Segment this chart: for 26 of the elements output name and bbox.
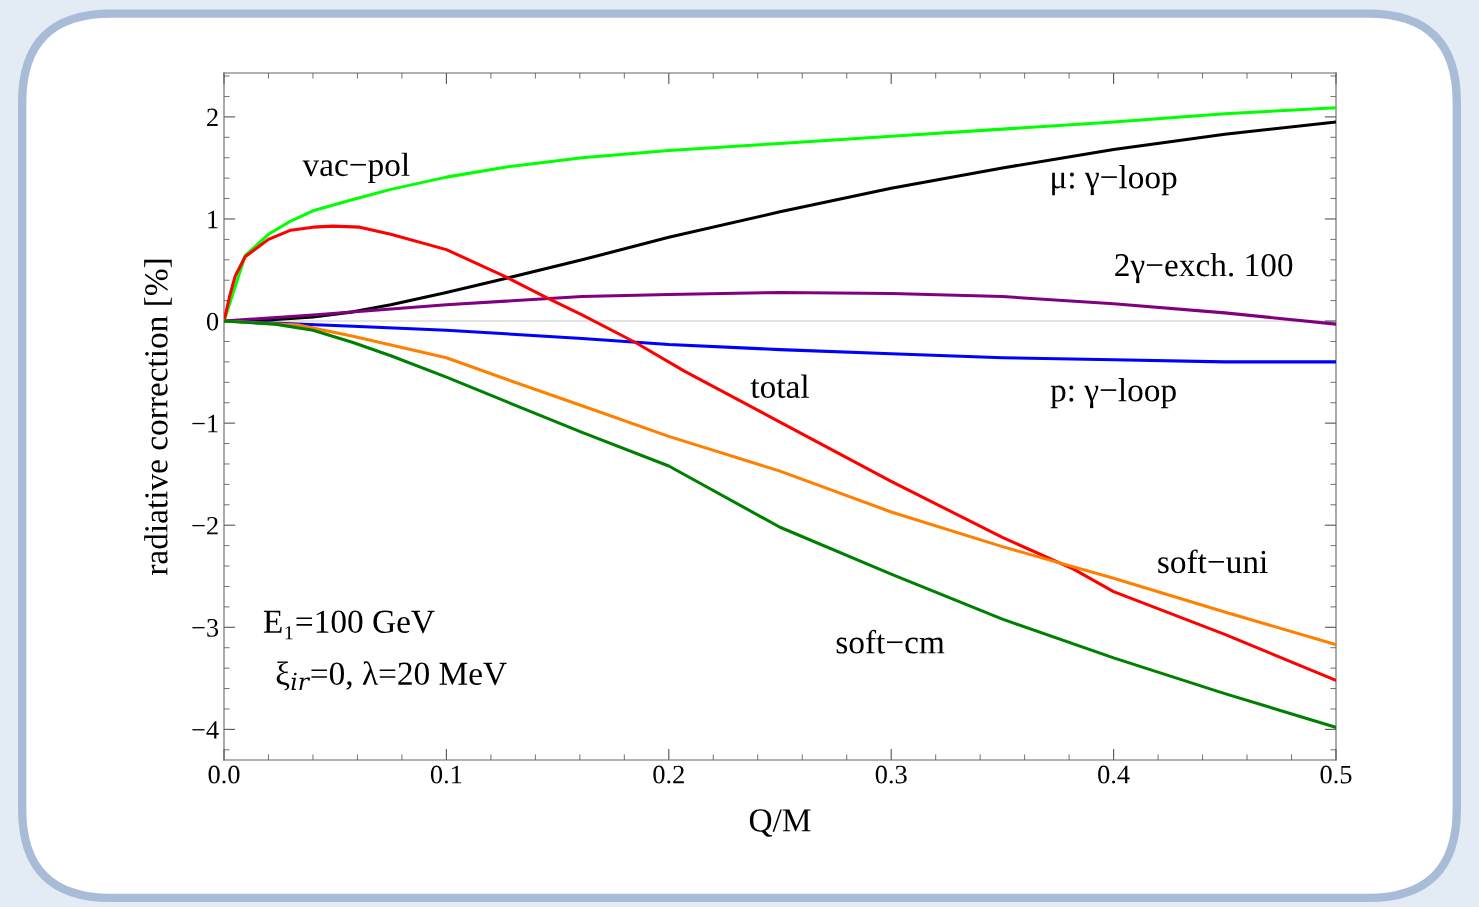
y-tick-label: 0 (206, 312, 219, 331)
series-label: p: γ−loop (1050, 378, 1176, 409)
y-tick-label: −1 (192, 414, 218, 433)
line-series (224, 290, 1336, 326)
x-tick-label: 0.4 (1098, 765, 1130, 784)
y-tick-label: −2 (192, 516, 218, 535)
x-tick-label: 0.5 (1320, 765, 1352, 784)
y-tick-label: −4 (192, 721, 219, 739)
x-tick-label: 0.1 (430, 765, 462, 784)
y-tick-label: 1 (208, 210, 218, 229)
series-label: soft−uni (1158, 549, 1268, 574)
series-label: total (750, 374, 809, 399)
y-tick-label: 2 (207, 108, 218, 127)
x-tick-label: 0.0 (208, 765, 240, 784)
line-series (224, 319, 1336, 729)
annotation: E₁=100 GeV (263, 610, 435, 640)
x-tick-label: 0.3 (875, 765, 907, 784)
y-tick-label: −3 (192, 618, 219, 637)
x-axis-title: Q/M (749, 809, 811, 837)
series-label: vac−pol (302, 152, 410, 183)
annotation: ξ$_{ir}$=0, λ=20 MeV (276, 661, 507, 691)
series-label: 2γ−exch. 100 (1115, 252, 1293, 284)
series-label: soft−cm (836, 629, 945, 654)
series-label: μ: γ−loop (1052, 165, 1177, 196)
x-tick-label: 0.2 (653, 765, 684, 784)
y-axis-title: radiative correction [%] (144, 259, 172, 576)
